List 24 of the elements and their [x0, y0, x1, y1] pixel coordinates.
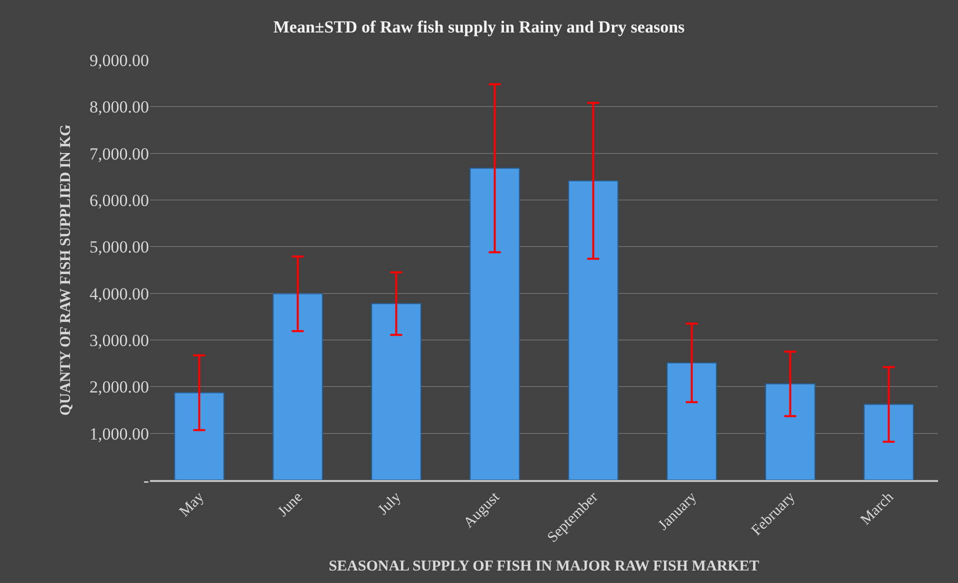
x-tick-label: May: [176, 488, 208, 520]
x-tick-label: June: [275, 489, 306, 520]
bar: [568, 180, 618, 480]
y-tick-label: 6,000.00: [90, 190, 149, 210]
bar: [666, 362, 717, 480]
x-axis-title: SEASONAL SUPPLY OF FISH IN MAJOR RAW FISH MARKET: [328, 558, 760, 574]
x-tick-label: July: [375, 488, 405, 518]
y-tick-label: 9,000.00: [90, 50, 149, 70]
y-tick-label: 4,000.00: [90, 284, 149, 304]
bar: [174, 392, 224, 480]
y-axis-title: QUANTY OF RAW FISH SUPPLIED IN KG: [58, 124, 74, 416]
y-tick-label: 7,000.00: [90, 144, 149, 164]
chart-title: Mean±STD of Raw fish supply in Rainy and Dry seasons: [273, 17, 686, 36]
bar: [371, 303, 422, 480]
y-tick-label: 8,000.00: [90, 98, 149, 117]
y-tick-label: 3,000.00: [90, 330, 149, 350]
y-tick-label: 2,000.00: [90, 378, 149, 397]
bar: [864, 404, 914, 480]
bar: [272, 293, 323, 480]
y-tick-label: 5,000.00: [90, 238, 149, 257]
y-tick-label: 1,000.00: [90, 424, 149, 444]
y-tick-label: -: [143, 470, 150, 490]
bar: [470, 168, 520, 480]
bar: [765, 383, 816, 480]
